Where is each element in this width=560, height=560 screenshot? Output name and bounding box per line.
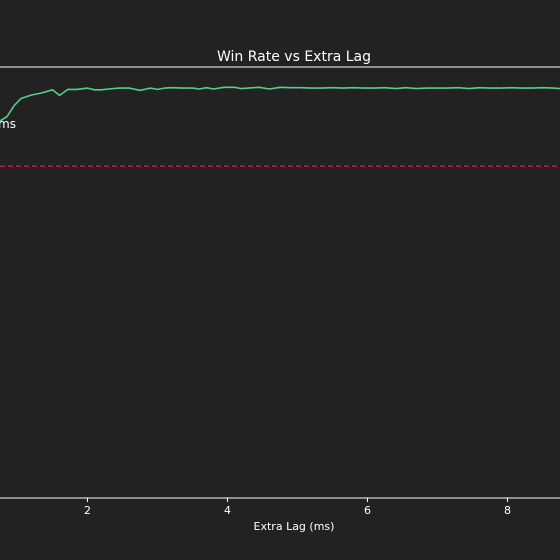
x-axis-label: Extra Lag (ms)	[254, 520, 335, 533]
series-layer	[0, 86, 560, 122]
x-tick-label: 6	[364, 504, 371, 517]
x-tick-layer: 2 4 6 8	[84, 498, 511, 517]
chart-title: Win Rate vs Extra Lag	[217, 49, 371, 65]
series-line-0	[0, 86, 560, 122]
x-tick-label: 8	[504, 504, 511, 517]
plot-area	[0, 66, 560, 499]
x-tick-label: 2	[84, 504, 91, 517]
x-tick-label: 4	[224, 504, 231, 517]
series-annotation: ms	[0, 117, 16, 131]
